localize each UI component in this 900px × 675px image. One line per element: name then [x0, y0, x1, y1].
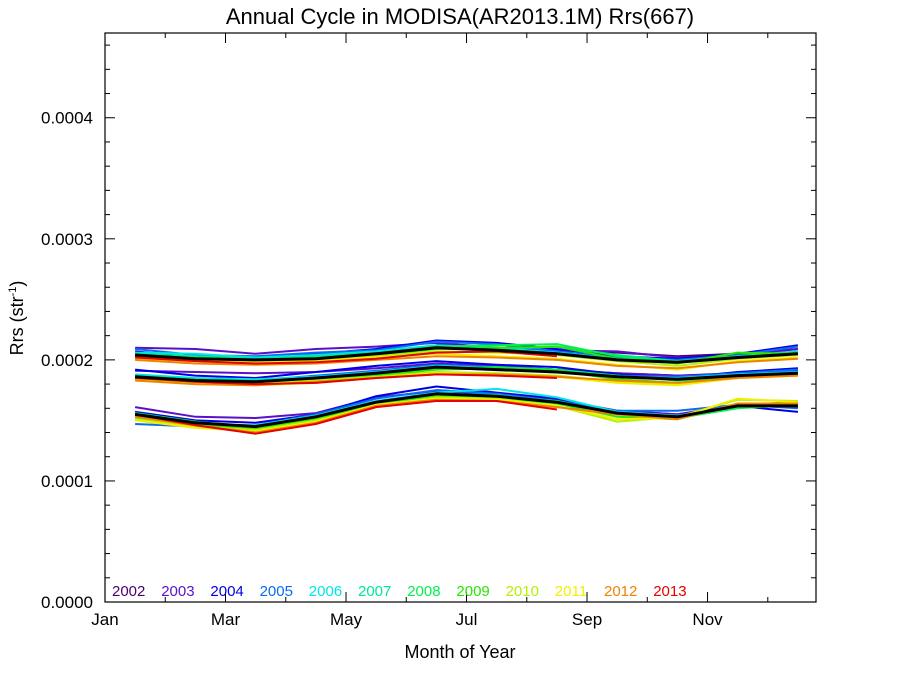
y-axis-label-close: )	[7, 281, 27, 287]
y-tick-label: 0.0000	[41, 593, 93, 612]
legend-entry-2011: 2011	[555, 583, 587, 600]
mean-line-group-3	[134, 392, 798, 428]
legend: 2002 2003 2004 2005 2006 2007 2008 2009 2010 2011…	[112, 583, 687, 600]
series-group-1	[134, 339, 799, 371]
x-tick-label: Nov	[692, 610, 723, 629]
legend-entry-2003: 2003	[161, 583, 194, 600]
series-layer	[134, 339, 799, 435]
y-tick-label: 0.0004	[41, 109, 93, 128]
y-tick-label: 0.0003	[41, 230, 93, 249]
y-tick-label: 0.0001	[41, 472, 93, 491]
series-group-3	[134, 385, 798, 435]
legend-entry-2007: 2007	[358, 583, 391, 600]
legend-entry-2005: 2005	[260, 583, 293, 600]
legend-entry-2002: 2002	[112, 583, 145, 600]
series-line-2013-group-3	[134, 400, 558, 435]
y-axis-label: Rrs (str-1)	[7, 281, 27, 356]
mean-line-group-1	[135, 346, 798, 364]
plot-frame	[104, 32, 817, 603]
legend-entry-2009: 2009	[456, 583, 489, 600]
chart-title: Annual Cycle in MODISA(AR2013.1M) Rrs(66…	[226, 4, 694, 29]
x-tick-label: Sep	[572, 610, 602, 629]
series-line-2013-group-1	[135, 350, 557, 365]
y-axis-label-main: Rrs (str	[7, 296, 27, 355]
series-group-2	[135, 360, 798, 387]
x-tick-label: May	[330, 610, 363, 629]
axes-layer: Jan Mar May Jul Sep Nov 0.0000 0.0001 0.0002 0.00…	[41, 33, 816, 629]
mean-line-group-2	[135, 365, 798, 384]
legend-entry-2006: 2006	[309, 583, 342, 600]
legend-entry-2013: 2013	[653, 583, 686, 600]
y-axis-label-sup: -1	[7, 287, 19, 297]
x-axis-label: Month of Year	[404, 642, 515, 662]
legend-entry-2004: 2004	[210, 583, 243, 600]
x-tick-label: Jan	[91, 610, 118, 629]
series-line-2012-group-1	[135, 355, 798, 370]
legend-entry-2008: 2008	[407, 583, 440, 600]
x-tick-label: Jul	[456, 610, 478, 629]
legend-entry-2012: 2012	[604, 583, 637, 600]
x-tick-label: Mar	[211, 610, 241, 629]
legend-entry-2010: 2010	[506, 583, 539, 600]
y-tick-label: 0.0002	[41, 351, 93, 370]
